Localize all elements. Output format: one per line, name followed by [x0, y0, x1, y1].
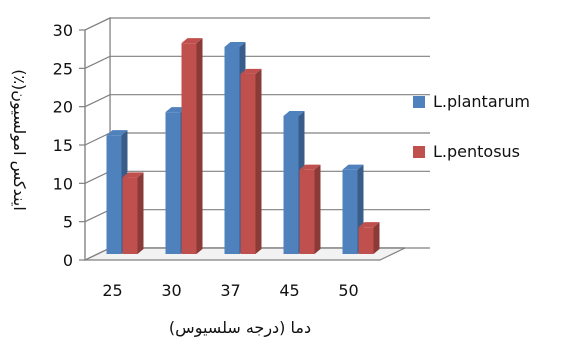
bar-top: [165, 107, 187, 113]
bar-side: [137, 172, 144, 254]
bar-front: [342, 169, 358, 254]
bar-front: [299, 169, 315, 254]
bar-front: [240, 73, 256, 254]
y-tick-label: 15: [53, 136, 73, 155]
bars: [106, 38, 380, 255]
bar-l-pentosus: [181, 38, 203, 254]
bar-top: [299, 164, 321, 170]
y-tick-label: 5: [63, 213, 73, 232]
x-axis-ticks: 25 30 37 45 50: [102, 281, 358, 300]
legend: L.plantarum L.pentosus: [413, 92, 530, 161]
bar-top: [122, 172, 144, 178]
gridline: [84, 17, 430, 31]
bar-l-pentosus: [122, 172, 144, 254]
x-tick-label: 45: [279, 281, 299, 300]
legend-swatch: [413, 96, 425, 108]
legend-label: L.plantarum: [433, 92, 530, 111]
bar-side: [373, 222, 380, 254]
bar-front: [165, 112, 181, 255]
x-tick-label: 25: [102, 281, 122, 300]
bar-front: [122, 177, 138, 254]
gridline: [84, 94, 430, 108]
bar-front: [224, 47, 240, 254]
bar-top: [283, 111, 305, 116]
bar-side: [196, 38, 203, 254]
y-axis-title: ایندکس امولسیون(٪): [9, 69, 29, 211]
bar-l-pentosus: [358, 222, 380, 254]
bar-top: [240, 68, 262, 74]
x-tick-label: 30: [161, 281, 181, 300]
x-tick-label: 50: [338, 281, 358, 300]
x-axis-title: دما (درجه سلسیوس): [169, 318, 311, 338]
bar-top: [342, 164, 364, 170]
bar-l-pentosus: [299, 164, 321, 254]
y-tick-label: 30: [53, 21, 73, 40]
bar-front: [358, 227, 374, 254]
gridline: [84, 55, 430, 69]
legend-swatch: [413, 146, 425, 158]
y-axis-ticks: 0 5 10 15 20 25 30: [53, 21, 86, 270]
bar-top: [358, 222, 380, 228]
y-tick-label: 10: [53, 174, 73, 193]
y-tick-label: 20: [53, 98, 73, 117]
bar-side: [255, 68, 262, 254]
legend-label: L.pentosus: [433, 142, 520, 161]
bar-l-pentosus: [240, 68, 262, 254]
x-tick-label: 37: [220, 281, 240, 300]
bar-front: [106, 135, 122, 254]
bar-top: [224, 42, 246, 47]
bar-side: [314, 164, 321, 254]
bar-front: [283, 116, 299, 254]
y-tick-label: 25: [53, 59, 73, 78]
bar-top: [106, 130, 128, 136]
y-tick-label: 0: [63, 251, 73, 270]
bar-front: [181, 43, 197, 254]
bar-top: [181, 38, 203, 44]
